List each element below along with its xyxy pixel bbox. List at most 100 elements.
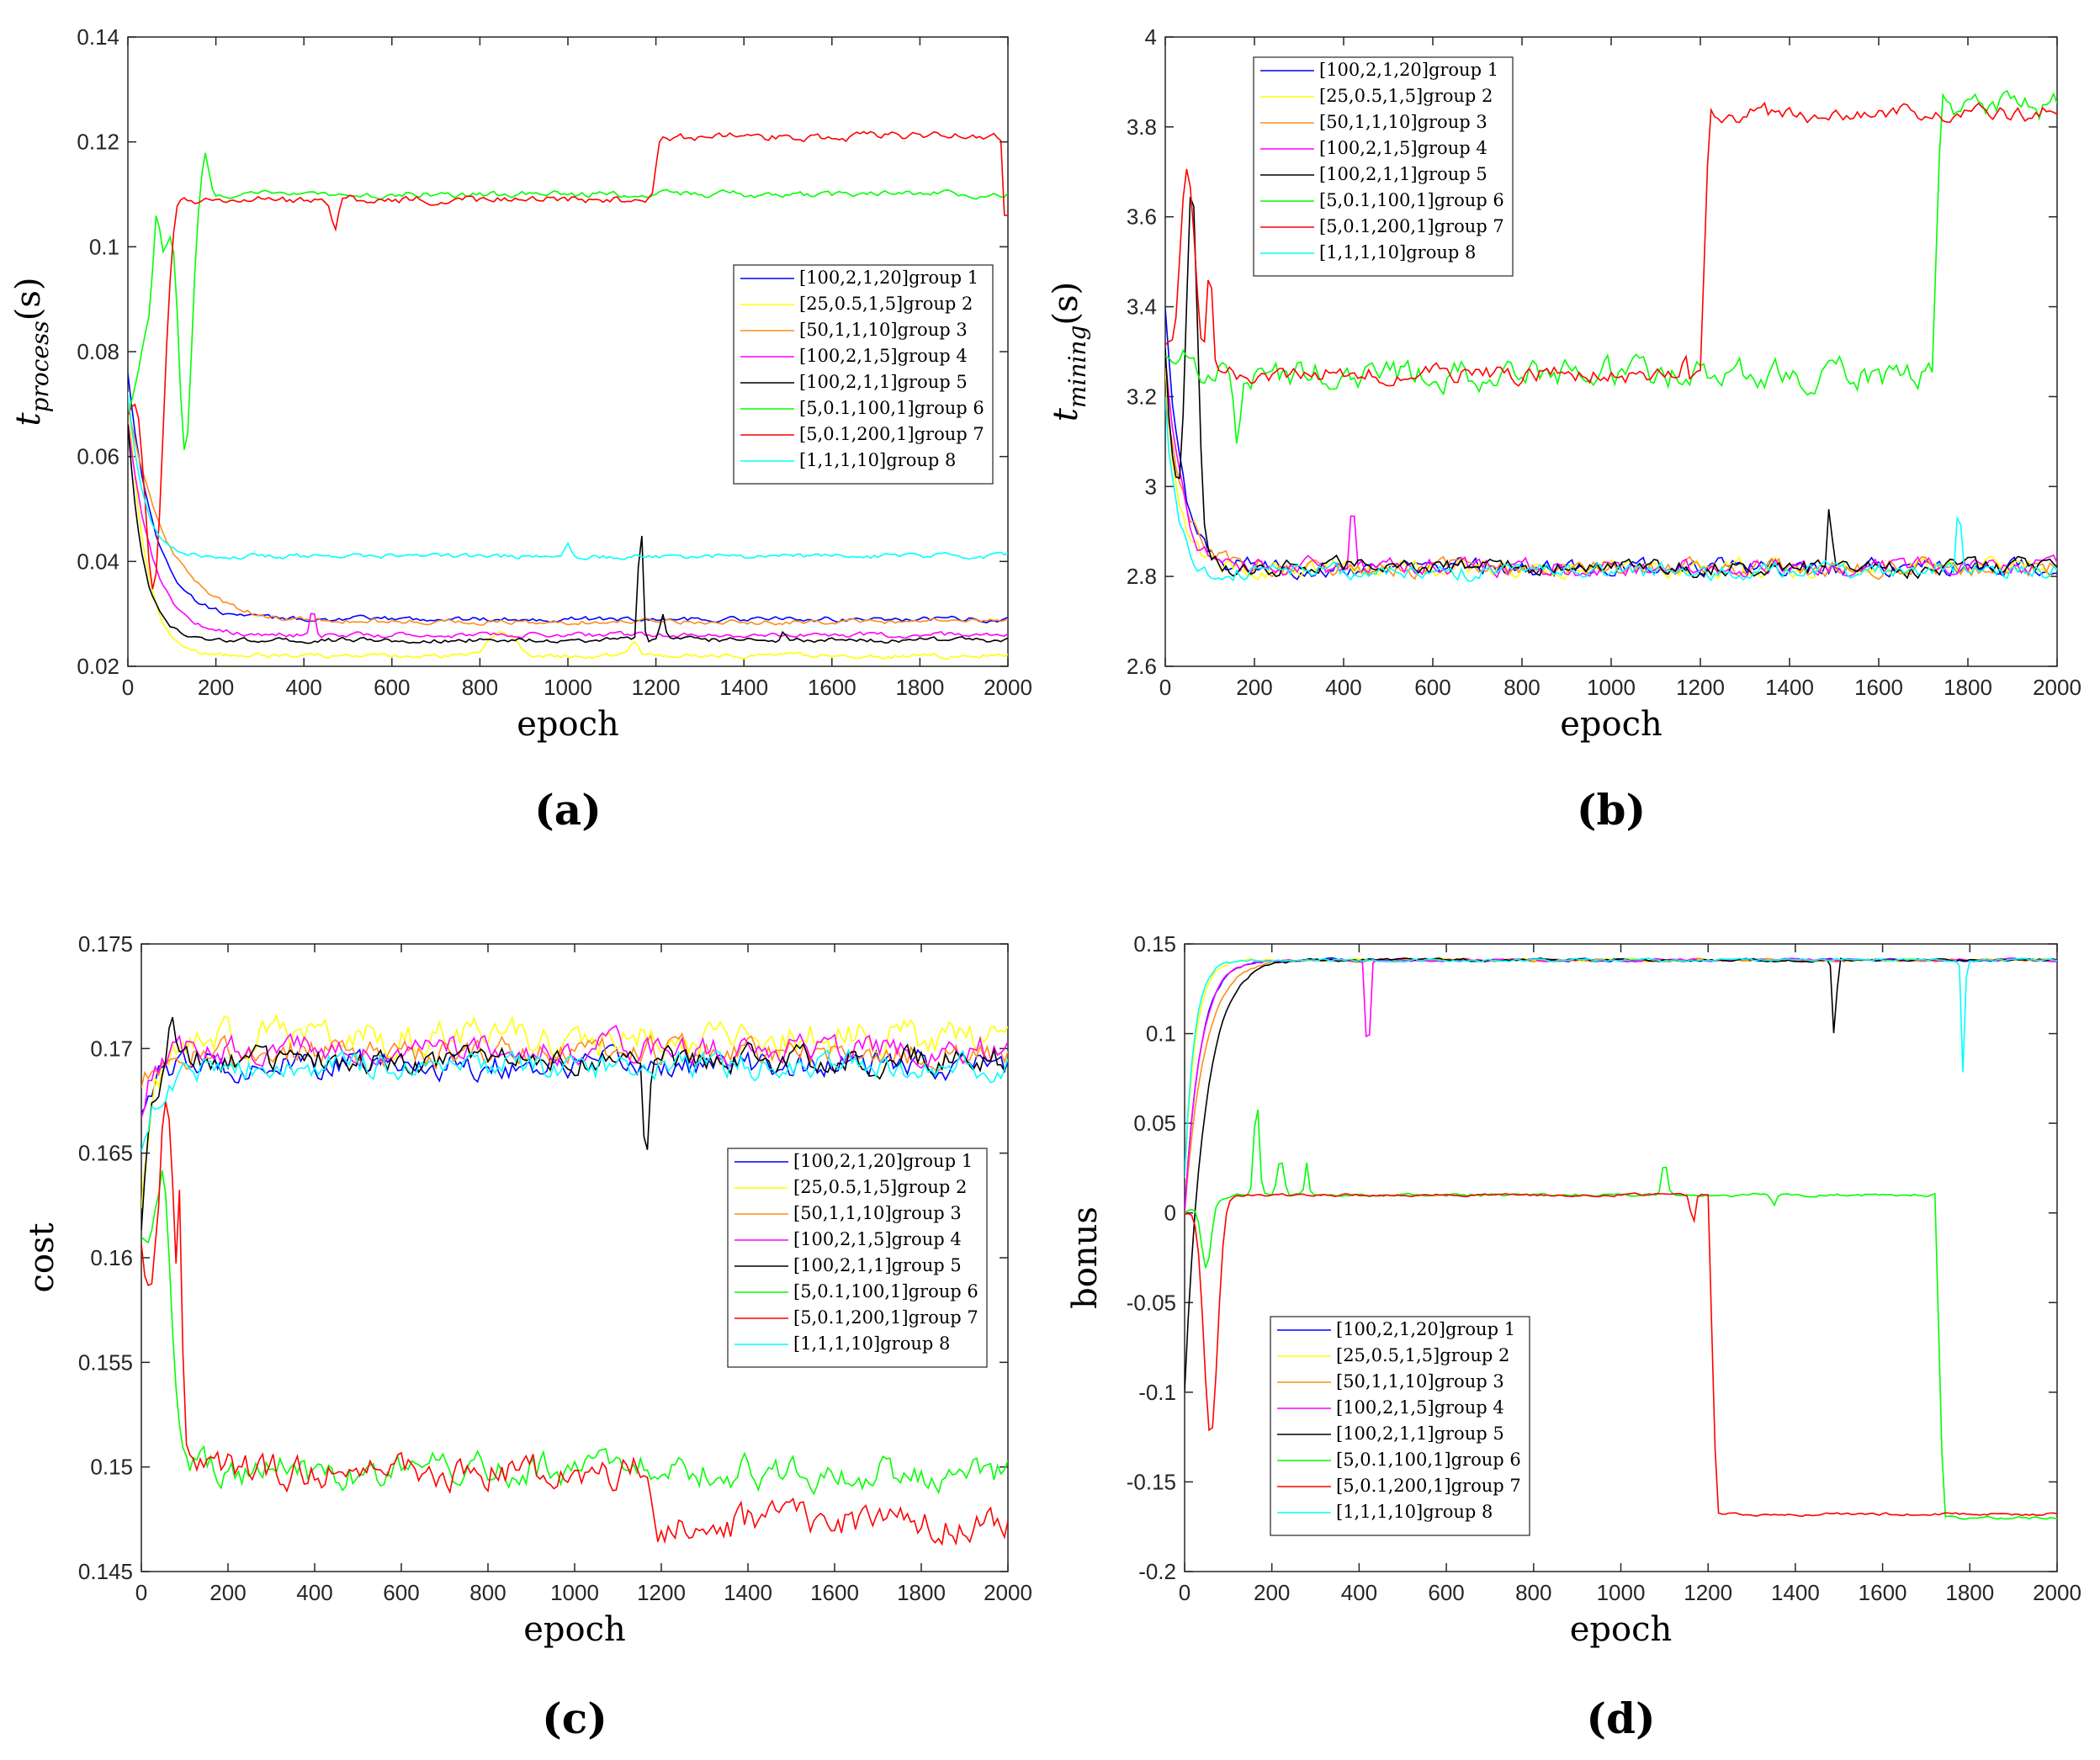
- y-tick-label: 0.175: [78, 931, 133, 957]
- x-tick-label: 2000: [2033, 675, 2081, 700]
- series-line-2: [141, 1013, 1008, 1209]
- series-line-7: [128, 130, 1008, 590]
- legend-entry: [100,2,1,5]group 4: [793, 1229, 962, 1249]
- x-tick-label: 800: [1515, 1580, 1551, 1605]
- series-line-3: [1165, 395, 2057, 580]
- x-tick-label: 0: [1179, 1580, 1191, 1605]
- y-axis-label-main: t: [9, 411, 48, 426]
- y-axis-label-tail: (s): [1047, 282, 1085, 326]
- x-tick-label: 1600: [810, 1580, 859, 1605]
- series-line-1: [1165, 308, 2057, 580]
- x-tick-label: 1400: [719, 675, 768, 700]
- x-tick-label: 1400: [724, 1580, 772, 1605]
- series-line-8: [1165, 396, 2057, 582]
- y-tick-label: 4: [1145, 24, 1157, 50]
- x-axis-label: epoch: [1570, 1610, 1673, 1649]
- y-axis-label: tmining(s): [1047, 282, 1091, 421]
- y-tick-label: 2.8: [1127, 564, 1157, 589]
- x-tick-label: 200: [198, 675, 234, 700]
- y-tick-label: 3.4: [1127, 294, 1157, 320]
- series-line-5: [141, 1016, 1008, 1231]
- series-group: [141, 1013, 1008, 1546]
- x-tick-label: 1800: [895, 675, 944, 700]
- legend: [100,2,1,20]group 1 [25,0.5,1,5]group 2 [5…: [1253, 56, 1514, 277]
- y-axis-label-sub: mining: [1063, 326, 1091, 408]
- x-tick-label: 1800: [1944, 675, 1992, 700]
- x-tick-label: 1600: [808, 675, 856, 700]
- x-axis-label: epoch: [523, 1610, 626, 1649]
- y-tick-label: -0.1: [1138, 1380, 1176, 1405]
- legend-entry: [1,1,1,10]group 8: [793, 1333, 950, 1354]
- legend-entry: [100,2,1,5]group 4: [799, 346, 968, 366]
- x-tick-label: 200: [209, 1580, 246, 1605]
- legend-entry: [100,2,1,5]group 4: [1319, 138, 1488, 158]
- x-tick-label: 1600: [1859, 1580, 1907, 1605]
- y-tick-label: 0.06: [77, 444, 119, 469]
- series-line-3: [1185, 957, 2057, 1213]
- x-tick-label: 400: [296, 1580, 332, 1605]
- legend-entry: [100,2,1,20]group 1: [799, 268, 978, 288]
- y-axis-label-main: bonus: [1066, 1206, 1105, 1309]
- legend-entry: [100,2,1,1]group 5: [799, 372, 968, 392]
- legend-entry: [100,2,1,1]group 5: [1336, 1423, 1504, 1444]
- legend-entry: [100,2,1,5]group 4: [1336, 1397, 1504, 1418]
- series-line-3: [128, 404, 1008, 626]
- series-line-8: [1185, 957, 2057, 1177]
- x-tick-label: 1200: [632, 675, 681, 700]
- series-line-4: [141, 1025, 1008, 1119]
- legend-box: [733, 264, 994, 485]
- x-tick-label: 0: [1159, 675, 1171, 700]
- y-tick-label: -0.2: [1138, 1559, 1176, 1584]
- y-tick-label: 3.6: [1127, 204, 1157, 230]
- y-tick-label: 0.12: [77, 130, 119, 155]
- panel-label: (a): [534, 785, 602, 835]
- legend-entry: [50,1,1,10]group 3: [1319, 112, 1488, 132]
- chart-panel-3: 0 200 400 600 800 1000 1200 1400 1600 1800 2000 -0.…: [1066, 931, 2081, 1743]
- y-axis-label-tail: (s): [9, 278, 48, 321]
- x-tick-label: 600: [1428, 1580, 1464, 1605]
- series-line-1: [1185, 957, 2057, 1213]
- x-tick-label: 200: [1254, 1580, 1290, 1605]
- legend-entry: [50,1,1,10]group 3: [793, 1203, 962, 1223]
- chart-panel-0: 0 200 400 600 800 1000 1200 1400 1600 1800 2000 0.0…: [9, 24, 1032, 835]
- series-line-8: [128, 394, 1008, 561]
- y-tick-label: 0.15: [90, 1455, 133, 1480]
- y-tick-label: -0.05: [1127, 1290, 1176, 1315]
- y-tick-label: 0.17: [90, 1036, 133, 1061]
- x-tick-label: 1000: [1587, 675, 1636, 700]
- x-tick-label: 2000: [984, 1580, 1032, 1605]
- legend-entry: [25,0.5,1,5]group 2: [793, 1177, 967, 1197]
- y-axis-label: bonus: [1066, 1206, 1105, 1309]
- x-tick-label: 0: [122, 675, 134, 700]
- y-axis-label-main: cost: [23, 1222, 61, 1292]
- legend-entry: [25,0.5,1,5]group 2: [1336, 1345, 1509, 1365]
- series-line-5: [128, 424, 1008, 644]
- y-tick-label: 3.8: [1127, 114, 1157, 140]
- legend: [100,2,1,20]group 1 [25,0.5,1,5]group 2 [5…: [733, 264, 994, 485]
- series-line-6: [128, 152, 1008, 450]
- x-tick-label: 2000: [984, 675, 1032, 700]
- series-line-2: [128, 391, 1008, 660]
- x-tick-label: 200: [1236, 675, 1272, 700]
- legend-box: [1253, 56, 1514, 277]
- legend-entry: [50,1,1,10]group 3: [799, 320, 968, 340]
- y-tick-label: 0.145: [78, 1559, 133, 1584]
- legend-entry: [100,2,1,20]group 1: [793, 1151, 973, 1171]
- series-group: [1165, 90, 2057, 582]
- x-tick-label: 1200: [1684, 1580, 1732, 1605]
- x-tick-label: 800: [469, 1580, 506, 1605]
- series-line-7: [1185, 1192, 2057, 1518]
- panel-label: (b): [1577, 785, 1646, 835]
- x-tick-label: 1400: [1771, 1580, 1820, 1605]
- legend-box: [1270, 1316, 1530, 1536]
- y-tick-label: 3: [1145, 474, 1157, 499]
- y-tick-label: 0.155: [78, 1349, 133, 1375]
- legend-entry: [25,0.5,1,5]group 2: [799, 294, 973, 314]
- y-tick-label: 0.02: [77, 654, 119, 679]
- legend-entry: [5,0.1,200,1]group 7: [799, 424, 984, 444]
- x-tick-label: 400: [1341, 1580, 1377, 1605]
- series-line-4: [128, 421, 1008, 639]
- y-tick-label: 2.6: [1127, 654, 1157, 679]
- legend-entry: [100,2,1,1]group 5: [1319, 164, 1488, 184]
- y-tick-label: 0.14: [77, 24, 119, 50]
